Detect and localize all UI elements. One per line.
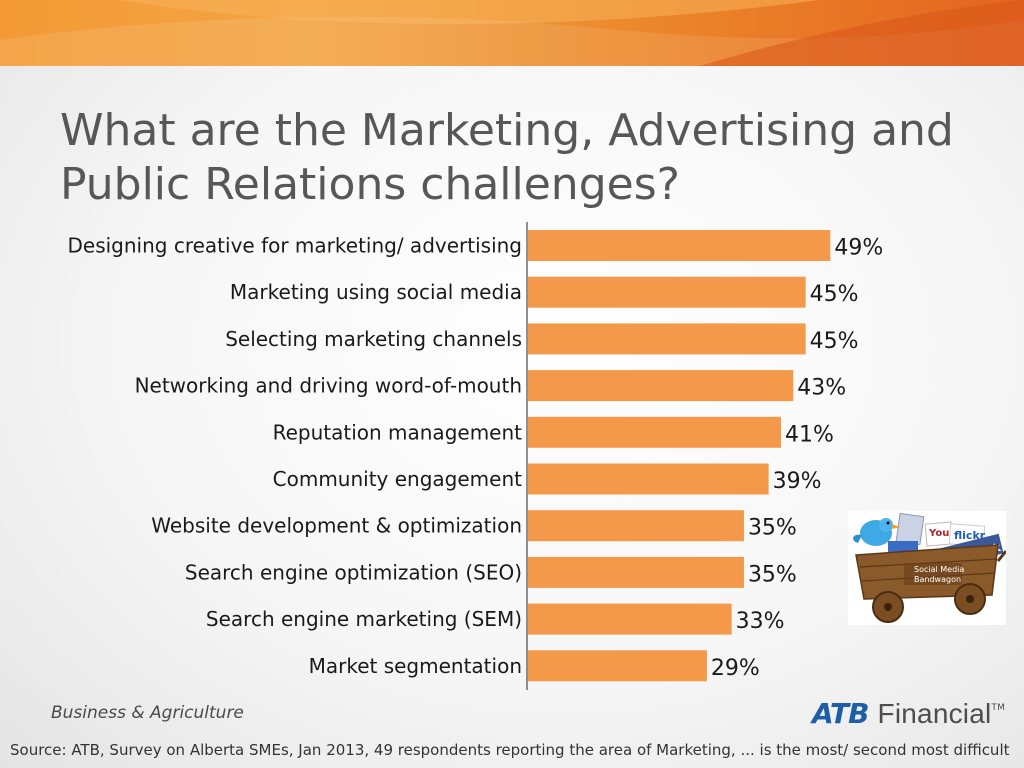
- value-label-6: 39%: [773, 469, 822, 494]
- value-label-8: 35%: [748, 562, 797, 587]
- header-banner: [0, 0, 1024, 66]
- youtube-tag: You: [928, 528, 949, 539]
- logo-trademark: TM: [991, 703, 1006, 713]
- bars-group: [528, 230, 831, 682]
- category-labels-group: Designing creative for marketing/ advert…: [68, 234, 523, 678]
- flickr-tag: flickr: [954, 529, 986, 542]
- social-media-tag: Social Media: [914, 565, 964, 574]
- social-media-bandwagon-image: You flickr facebook Social Media Bandwag…: [848, 511, 1006, 625]
- logo-financial-text: Financial: [877, 698, 992, 729]
- bar-9: [528, 603, 732, 635]
- bar-8: [528, 556, 744, 588]
- category-label-5: Reputation management: [273, 420, 523, 444]
- bar-1: [528, 230, 831, 261]
- category-label-8: Search engine optimization (SEO): [185, 560, 522, 584]
- value-labels-group: 49% 45% 45% 43% 41% 39% 35% 35% 33% 29%: [711, 236, 883, 681]
- footer-division-label: Business & Agriculture: [51, 703, 244, 723]
- value-label-10: 29%: [711, 656, 760, 681]
- category-label-1: Designing creative for marketing/ advert…: [68, 234, 523, 258]
- atb-financial-logo: ATB FinancialTM: [812, 697, 1005, 730]
- category-label-6: Community engagement: [273, 467, 523, 491]
- value-label-9: 33%: [736, 609, 785, 634]
- bar-7: [528, 510, 744, 542]
- slide-title: What are the Marketing, Advertising and …: [60, 105, 954, 210]
- bar-5: [528, 416, 781, 448]
- category-label-7: Website development & optimization: [151, 514, 522, 538]
- category-label-9: Search engine marketing (SEM): [206, 607, 522, 631]
- category-label-4: Networking and driving word-of-mouth: [135, 374, 522, 398]
- value-label-2: 45%: [810, 282, 859, 307]
- value-label-5: 41%: [785, 422, 834, 447]
- value-label-4: 43%: [797, 376, 846, 401]
- banner-swoosh: [0, 0, 1024, 66]
- bar-3: [528, 323, 806, 355]
- source-note: Source: ATB, Survey on Alberta SMEs, Jan…: [10, 741, 1010, 759]
- category-label-10: Market segmentation: [309, 654, 522, 678]
- bar-chart: Designing creative for marketing/ advert…: [68, 222, 883, 690]
- category-label-3: Selecting marketing channels: [225, 327, 522, 351]
- bandwagon-tag: Bandwagon: [914, 575, 961, 584]
- logo-atb-text: ATB: [812, 697, 869, 730]
- category-label-2: Marketing using social media: [230, 280, 522, 304]
- bar-4: [528, 370, 794, 402]
- bar-10: [528, 650, 707, 682]
- bar-2: [528, 276, 806, 308]
- bar-6: [528, 463, 769, 495]
- value-label-7: 35%: [748, 516, 797, 541]
- value-label-1: 49%: [834, 236, 883, 261]
- value-label-3: 45%: [810, 329, 859, 354]
